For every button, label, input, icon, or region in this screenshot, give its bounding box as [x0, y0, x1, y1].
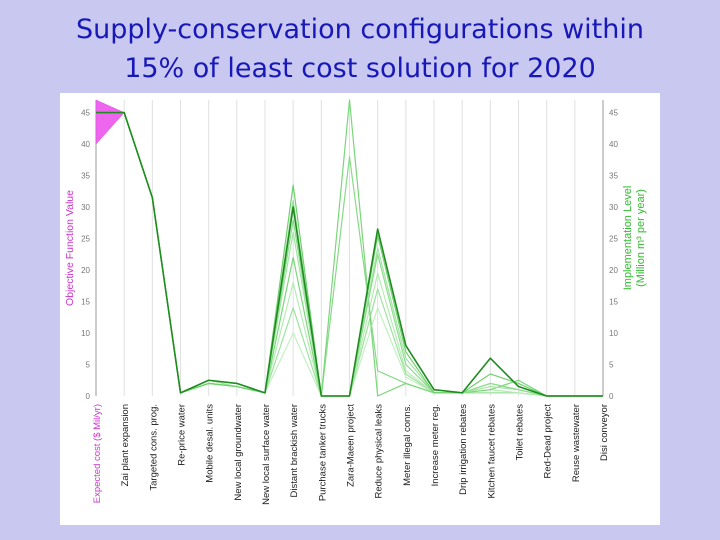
right-tick-label: 45	[609, 109, 618, 118]
category-label: Red-Dead project	[543, 404, 554, 479]
left-tick-label: 40	[81, 140, 90, 149]
left-tick-label: 35	[81, 172, 90, 181]
left-tick-label: 45	[81, 109, 90, 118]
category-label: Reuse wastewater	[571, 404, 582, 482]
category-label: New local surface water	[261, 404, 272, 505]
parallel-coordinates-chart: 45 40 35 30 25 20 15 10 5 0 45 40 35 30 25 20 15 10 5 0 Obje…	[60, 93, 660, 525]
category-label: Distant brackish water	[289, 404, 300, 497]
right-tick-label: 20	[609, 266, 618, 275]
left-tick-label: 20	[81, 266, 90, 275]
right-tick-label: 10	[609, 329, 618, 338]
chart-svg: 454035302520151050454035302520151050Obje…	[64, 99, 647, 505]
page-title: Supply-conservation configurations withi…	[0, 10, 720, 88]
category-label: Purchase tanker trucks	[317, 404, 328, 501]
left-tick-label: 0	[86, 392, 91, 401]
right-tick-label: 30	[609, 203, 618, 212]
category-label: Toilet rebates	[515, 404, 526, 461]
left-tick-label: 25	[81, 235, 90, 244]
category-label: Zai plant expansion	[120, 404, 131, 486]
right-tick-label: 40	[609, 140, 618, 149]
category-label: Meter illegal conns.	[402, 404, 413, 486]
objective-range-marker	[95, 99, 125, 145]
series-line-0	[96, 111, 603, 397]
category-label: New local groundwater	[233, 404, 244, 501]
right-axis-label-line-0: Implementation Level	[622, 186, 634, 291]
category-label: Drip irrigation rebates	[458, 404, 469, 495]
left-tick-label: 5	[86, 361, 91, 370]
right-tick-label: 0	[609, 392, 614, 401]
category-label: Disi conveyor	[599, 404, 610, 461]
category-label: Increase meter reg.	[430, 404, 441, 486]
right-tick-label: 15	[609, 298, 618, 307]
title-line-1: Supply-conservation configurations withi…	[75, 14, 644, 45]
left-tick-label: 30	[81, 203, 90, 212]
left-axis-label: Objective Function Value	[64, 190, 76, 306]
title-line-2: 15% of least cost solution for 2020	[124, 53, 596, 85]
category-label: Mobile desal. units	[205, 404, 216, 483]
right-tick-label: 5	[609, 361, 614, 370]
left-tick-label: 15	[81, 298, 90, 307]
category-label: Kitchen faucet rebates	[486, 404, 497, 499]
category-label: Expected cost ($ Mil/yr)	[92, 404, 103, 503]
category-label: Re-price water	[177, 404, 188, 466]
category-label: Reduce physical leaks	[374, 404, 385, 499]
right-tick-label: 25	[609, 235, 618, 244]
right-tick-label: 35	[609, 172, 618, 181]
category-label: Targeted cons. prog.	[148, 404, 159, 491]
right-axis-label-line-1: (Million m³ per year)	[635, 189, 647, 287]
left-tick-label: 10	[81, 329, 90, 338]
category-label: Zara-Maeen project	[346, 404, 357, 487]
